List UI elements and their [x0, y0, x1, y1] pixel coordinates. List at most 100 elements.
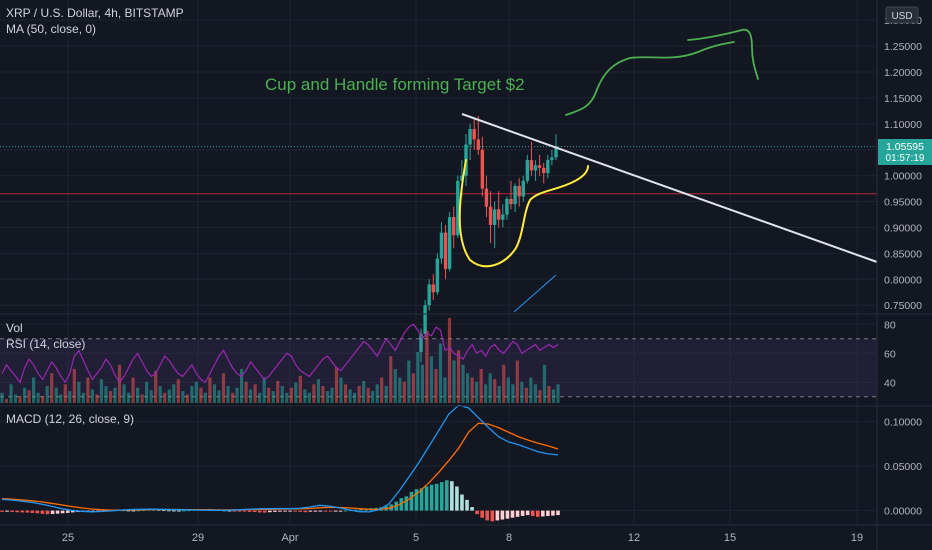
macd-histogram-bar	[0, 510, 4, 512]
macd-histogram-bar	[323, 510, 328, 512]
volume-bar	[334, 367, 339, 403]
candle[interactable]	[476, 116, 480, 155]
candle[interactable]	[546, 154, 550, 179]
macd-histogram-bar	[30, 510, 35, 513]
volume-bar	[267, 387, 271, 403]
candle[interactable]	[472, 118, 476, 150]
volume-bar	[465, 373, 470, 403]
price-pane[interactable]	[0, 116, 877, 363]
candle[interactable]	[529, 141, 534, 176]
macd-histogram-bar	[242, 510, 247, 512]
volume-bar	[339, 377, 343, 403]
volume-bar	[488, 373, 492, 403]
macd-legend[interactable]: MACD (12, 26, close, 9)	[6, 412, 135, 426]
x-tick-label: 19	[851, 532, 863, 544]
target-peak-drawing[interactable]	[687, 28, 759, 80]
candle[interactable]	[509, 180, 513, 210]
macd-histogram-bar	[424, 486, 429, 511]
macd-histogram-bar	[232, 510, 237, 512]
volume-bar	[63, 384, 67, 403]
rsi-pane[interactable]	[0, 318, 877, 403]
volume-bar	[41, 396, 45, 403]
volume-bar	[77, 381, 81, 403]
macd-histogram-bar	[65, 510, 70, 513]
volume-bar	[122, 384, 126, 403]
candle-body	[431, 284, 435, 293]
candle[interactable]	[456, 175, 460, 238]
candle[interactable]	[525, 154, 530, 184]
candle[interactable]	[501, 204, 505, 228]
candle[interactable]	[537, 154, 542, 176]
ma-legend[interactable]: MA (50, close, 0)	[6, 22, 97, 36]
candle[interactable]	[517, 178, 521, 207]
candle-body	[488, 206, 493, 225]
candle[interactable]	[505, 196, 509, 220]
candle[interactable]	[427, 279, 431, 311]
candle[interactable]	[419, 328, 423, 363]
macd-histogram-bar	[263, 510, 267, 513]
drawings[interactable]	[458, 28, 878, 313]
macd-histogram-bar	[465, 499, 469, 511]
candle[interactable]	[484, 175, 489, 218]
candle-body	[476, 139, 480, 150]
volume-bar	[9, 384, 13, 403]
macd-histogram-bar	[409, 491, 414, 511]
candle[interactable]	[521, 175, 525, 202]
candle[interactable]	[443, 224, 448, 280]
volume-bar	[542, 364, 547, 403]
volume-legend[interactable]: Vol	[6, 321, 23, 335]
candle[interactable]	[447, 211, 452, 272]
macd-histogram-bar	[131, 510, 136, 512]
candle-body	[468, 128, 472, 145]
x-tick-label: Apr	[281, 532, 298, 544]
macd-histogram-bar	[445, 480, 449, 511]
volume-bar	[68, 391, 72, 403]
macd-line	[1, 404, 559, 513]
target-path-drawing[interactable]	[565, 41, 735, 116]
macd-histogram-bar	[237, 510, 242, 512]
candle[interactable]	[542, 162, 546, 184]
candle-body	[447, 217, 452, 269]
candle[interactable]	[423, 300, 427, 337]
cup-handle-drawing[interactable]	[458, 159, 589, 268]
volume-bar	[375, 384, 379, 403]
symbol-title[interactable]: XRP / U.S. Dollar, 4h, BITSTAMP	[6, 6, 184, 20]
volume-bar	[36, 392, 40, 403]
candle-body	[427, 284, 431, 306]
macd-histogram-bar	[556, 510, 560, 516]
volume-bar	[4, 398, 9, 403]
volume-bar	[217, 390, 221, 403]
candle[interactable]	[439, 222, 444, 264]
blue-trendline[interactable]	[513, 274, 557, 313]
volume-bar	[325, 391, 330, 403]
candle[interactable]	[497, 191, 501, 228]
candle[interactable]	[435, 253, 440, 295]
volume-bar	[239, 369, 244, 403]
rsi-legend[interactable]: RSI (14, close)	[6, 337, 86, 351]
volume-bar	[208, 377, 212, 403]
candle[interactable]	[480, 136, 485, 197]
candle[interactable]	[492, 201, 497, 249]
candle[interactable]	[431, 274, 435, 301]
candle[interactable]	[533, 160, 538, 181]
candle[interactable]	[513, 183, 517, 212]
currency-badge[interactable]	[885, 6, 919, 24]
volume-bar	[194, 381, 198, 403]
candle[interactable]	[468, 123, 472, 161]
volume-bar	[163, 392, 167, 403]
candle-body	[452, 217, 456, 236]
candle-body	[439, 232, 444, 259]
x-tick-label: 15	[724, 532, 736, 544]
macd-histogram-bar	[45, 510, 50, 515]
macd-pane[interactable]	[0, 404, 560, 522]
candle[interactable]	[452, 206, 456, 249]
volume-bar	[529, 377, 533, 403]
candle[interactable]	[488, 191, 493, 244]
x-tick-label: 8	[506, 532, 512, 544]
volume-bar	[203, 392, 208, 403]
candle[interactable]	[550, 149, 554, 166]
volume-bar	[167, 389, 171, 403]
trendline[interactable]	[461, 113, 878, 263]
volume-bar	[538, 390, 542, 403]
